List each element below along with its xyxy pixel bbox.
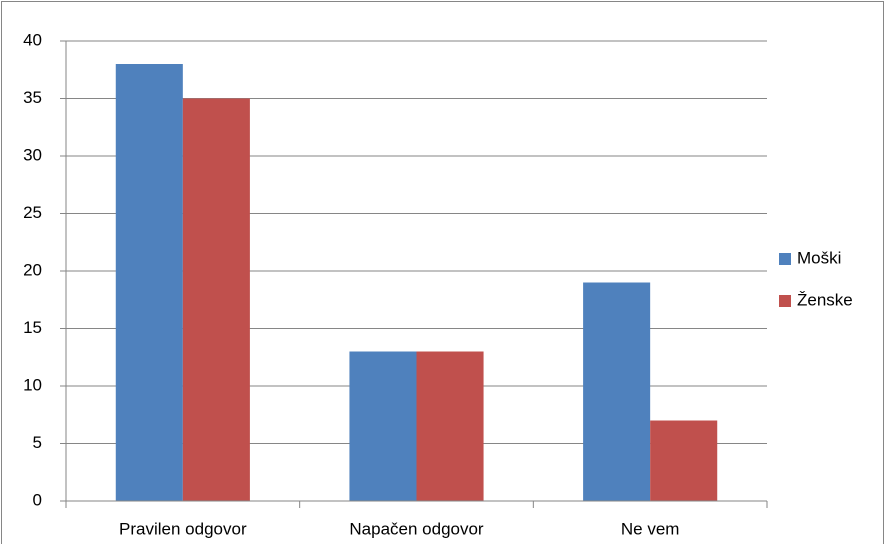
y-tick-label: 35 xyxy=(23,88,42,107)
bar xyxy=(115,64,183,501)
legend-swatch xyxy=(779,253,791,265)
y-tick-label: 30 xyxy=(23,145,42,164)
x-tick-label: Ne vem xyxy=(621,519,680,538)
y-tick-label: 5 xyxy=(33,433,42,452)
legend-label: Ženske xyxy=(797,290,853,309)
bar xyxy=(650,420,718,501)
y-tick-label: 20 xyxy=(23,260,42,279)
bar xyxy=(182,98,250,501)
y-tick-label: 10 xyxy=(23,375,42,394)
y-tick-label: 40 xyxy=(23,30,42,49)
y-tick-label: 25 xyxy=(23,203,42,222)
y-tick-label: 0 xyxy=(33,490,42,509)
bar xyxy=(416,351,484,501)
bar xyxy=(583,282,651,501)
x-tick-label: Napačen odgovor xyxy=(349,519,484,538)
y-tick-label: 15 xyxy=(23,318,42,337)
legend-label: Moški xyxy=(797,248,841,267)
x-tick-label: Pravilen odgovor xyxy=(119,519,247,538)
legend-swatch xyxy=(779,295,791,307)
bar xyxy=(349,351,417,501)
